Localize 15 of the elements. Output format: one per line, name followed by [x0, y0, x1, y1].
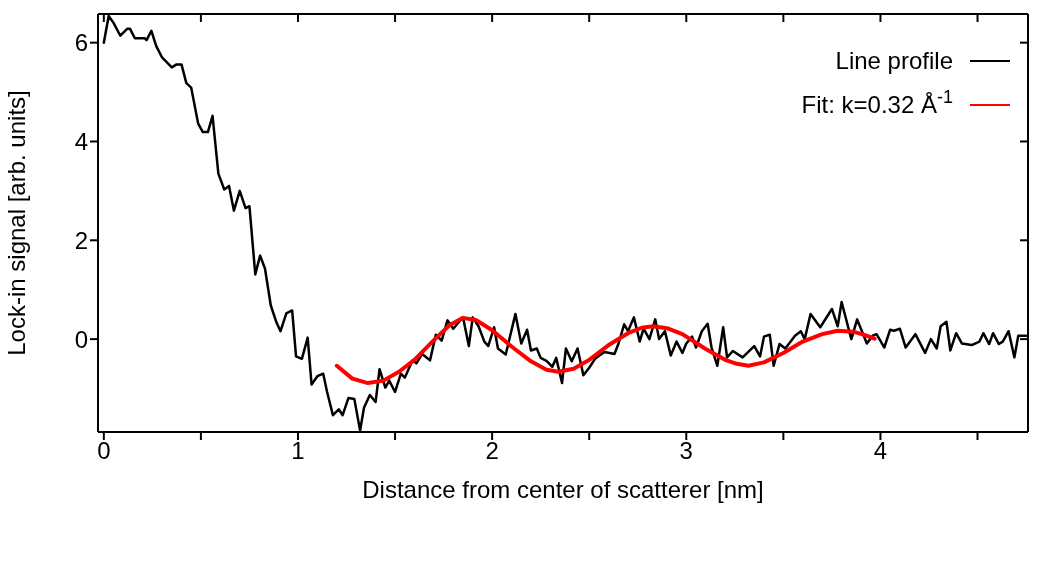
x-tick-label: 4 [873, 437, 888, 465]
line-series [102, 14, 1028, 432]
x-tick-label: 3 [679, 437, 693, 465]
x-axis-title: Distance from center of scatterer [nm] [362, 476, 764, 503]
y-tick-label: 2 [74, 226, 88, 254]
y-tick-label: 0 [74, 325, 88, 353]
x-tick-label: 2 [485, 437, 499, 465]
x-tick-label: 0 [97, 437, 111, 465]
x-tick-label: 1 [291, 437, 305, 465]
legend-label: Fit: k=0.32 Å$^{-1}$ [801, 87, 953, 118]
y-tick-label: 4 [74, 128, 88, 155]
y-tick-label: 6 [74, 29, 88, 57]
legend-label: Line profile [835, 47, 953, 74]
line-series [334, 315, 877, 386]
y-axis-title: Lock-in signal [arb. units] [2, 90, 30, 356]
